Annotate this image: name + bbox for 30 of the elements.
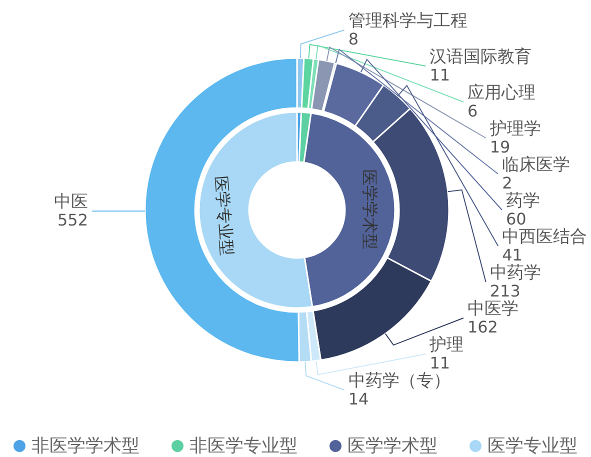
data-label: 60: [506, 210, 526, 228]
slice-label: 中西医结合: [502, 227, 588, 247]
data-label: 6: [467, 102, 478, 120]
slice-label: 中医: [54, 192, 88, 212]
data-label: 11: [430, 66, 450, 84]
data-label: 14: [348, 390, 369, 408]
data-label: 19: [490, 138, 510, 156]
slice-label: 医学学术型: [360, 169, 380, 250]
legend-label: 非医学专业型: [190, 436, 298, 456]
slice-label: 临床医学: [502, 155, 570, 175]
data-label: 162: [467, 318, 498, 336]
slice-label: 护理学: [488, 119, 541, 139]
legend-label: 医学学术型: [348, 436, 438, 456]
data-label: 41: [502, 246, 522, 264]
data-label: 11: [430, 354, 450, 372]
data-label: 213: [490, 282, 520, 300]
legend-label: 非医学学术型: [32, 436, 140, 456]
data-label: 552: [57, 210, 88, 230]
slice-label: 药学: [506, 191, 540, 211]
data-label: 2: [502, 174, 512, 192]
slice-label: 中药学: [490, 263, 541, 283]
data-label: 8: [348, 30, 359, 48]
slice-label: 应用心理: [467, 83, 536, 103]
legend-label: 医学专业型: [488, 436, 578, 456]
slice-label: 中药学（专）: [348, 371, 450, 391]
slice-label: 汉语国际教育: [430, 47, 532, 67]
slice-label: 管理科学与工程: [348, 11, 468, 31]
slice-label: 医学专业型: [212, 175, 237, 256]
slice-label: 中医学: [467, 299, 518, 319]
slice-label: 护理: [428, 335, 464, 355]
